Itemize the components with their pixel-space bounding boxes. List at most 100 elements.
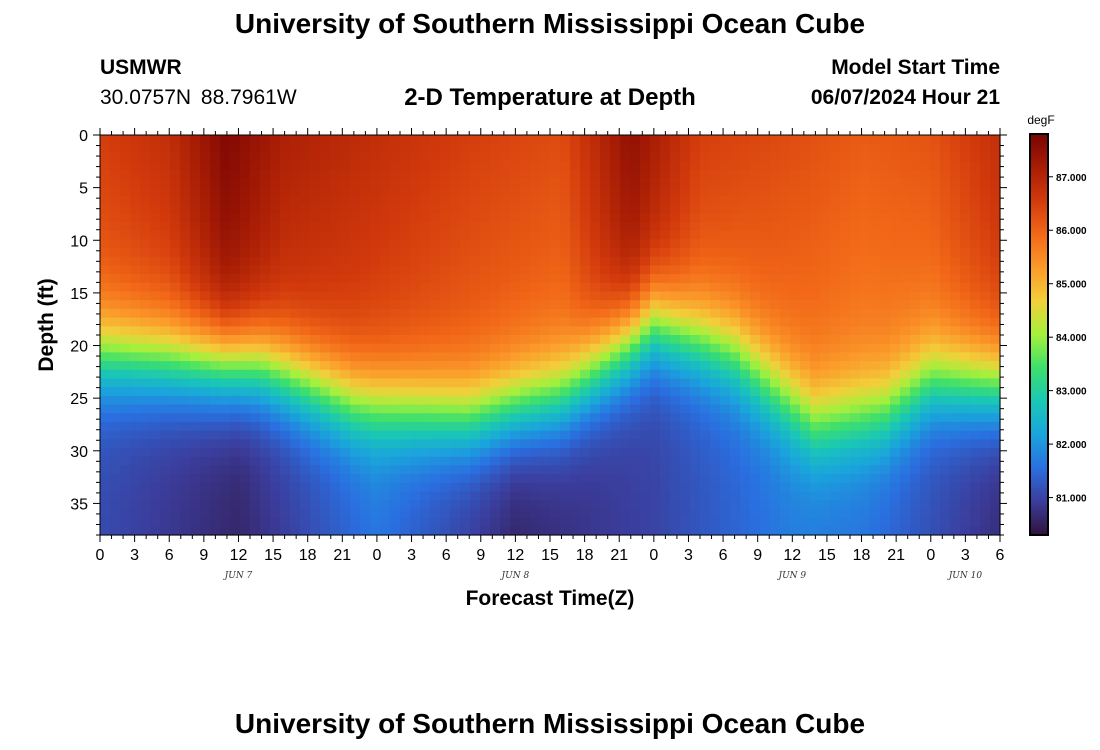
heatmap-cell: [910, 282, 921, 293]
heatmap-cell: [510, 387, 521, 397]
heatmap-cell: [420, 204, 431, 214]
heatmap-cell: [120, 187, 131, 197]
heatmap-cell: [500, 361, 511, 371]
heatmap-cell: [630, 413, 641, 423]
heatmap-cell: [390, 352, 401, 362]
heatmap-cell: [370, 135, 381, 145]
heatmap-cell: [520, 491, 531, 501]
heatmap-cell: [150, 239, 161, 249]
heatmap-cell: [530, 169, 541, 180]
heatmap-cell: [280, 395, 291, 406]
heatmap-cell: [260, 439, 271, 449]
heatmap-cell: [830, 213, 841, 223]
heatmap-cell: [300, 413, 311, 423]
heatmap-cell: [500, 135, 511, 145]
heatmap-cell: [750, 221, 761, 232]
heatmap-cell: [450, 248, 461, 258]
heatmap-cell: [580, 308, 591, 319]
heatmap-cell: [220, 204, 231, 214]
heatmap-cell: [800, 352, 811, 362]
heatmap-cell: [980, 152, 991, 162]
heatmap-cell: [610, 448, 621, 458]
heatmap-cell: [530, 526, 541, 536]
heatmap-cell: [270, 369, 281, 380]
heatmap-cell: [500, 404, 511, 414]
heatmap-cell: [100, 448, 111, 458]
heatmap-cell: [520, 378, 531, 388]
heatmap-cell: [810, 204, 821, 214]
heatmap-cell: [600, 187, 611, 197]
heatmap-cell: [980, 387, 991, 397]
heatmap-cell: [900, 395, 911, 406]
heatmap-cell: [600, 404, 611, 414]
heatmap-cell: [500, 395, 511, 406]
heatmap-cell: [620, 361, 631, 371]
heatmap-cell: [210, 395, 221, 406]
heatmap-cell: [270, 335, 281, 345]
heatmap-cell: [710, 343, 721, 353]
heatmap-cell: [590, 361, 601, 371]
heatmap-cell: [220, 135, 231, 145]
heatmap-cell: [770, 439, 781, 449]
heatmap-cell: [990, 413, 1001, 423]
heatmap-cell: [670, 421, 681, 432]
heatmap-cell: [340, 395, 351, 406]
heatmap-cell: [100, 474, 111, 484]
heatmap-cell: [210, 256, 221, 267]
heatmap-cell: [560, 282, 571, 293]
heatmap-cell: [140, 204, 151, 214]
heatmap-cell: [130, 482, 141, 493]
heatmap-cell: [260, 213, 271, 223]
heatmap-cell: [480, 265, 491, 275]
heatmap-cell: [500, 456, 511, 467]
heatmap-cell: [710, 491, 721, 501]
heatmap-cell: [760, 300, 771, 310]
heatmap-cell: [780, 465, 791, 475]
heatmap-cell: [260, 282, 271, 293]
heatmap-cell: [950, 135, 961, 145]
heatmap-cell: [380, 178, 391, 188]
heatmap-cell: [440, 352, 451, 362]
heatmap-cell: [410, 343, 421, 353]
heatmap-cell: [680, 456, 691, 467]
heatmap-cell: [660, 265, 671, 275]
heatmap-cell: [400, 482, 411, 493]
heatmap-cell: [180, 152, 191, 162]
heatmap-cell: [720, 395, 731, 406]
heatmap-cell: [270, 317, 281, 327]
heatmap-cell: [150, 482, 161, 493]
heatmap-cell: [610, 317, 621, 327]
heatmap-cell: [510, 482, 521, 493]
heatmap-cell: [460, 230, 471, 240]
heatmap-cell: [740, 508, 751, 519]
x-tick-label: 9: [476, 547, 485, 564]
heatmap-cell: [620, 404, 631, 414]
heatmap-cell: [400, 517, 411, 527]
heatmap-cell: [730, 421, 741, 432]
heatmap-cell: [420, 517, 431, 527]
heatmap-cell: [450, 491, 461, 501]
heatmap-cell: [920, 169, 931, 180]
heatmap-cell: [440, 335, 451, 345]
heatmap-cell: [400, 204, 411, 214]
heatmap-cell: [370, 517, 381, 527]
heatmap-cell: [620, 274, 631, 284]
heatmap-cell: [530, 361, 541, 371]
heatmap-cell: [400, 361, 411, 371]
heatmap-cell: [800, 395, 811, 406]
heatmap-cell: [260, 526, 271, 536]
heatmap-cell: [150, 474, 161, 484]
heatmap-cell: [530, 265, 541, 275]
heatmap-cell: [340, 482, 351, 493]
heatmap-cell: [350, 352, 361, 362]
heatmap-cell: [410, 291, 421, 301]
heatmap-cell: [640, 300, 651, 310]
heatmap-cell: [440, 474, 451, 484]
heatmap-cell: [840, 248, 851, 258]
heatmap-cell: [800, 335, 811, 345]
heatmap-cell: [450, 387, 461, 397]
heatmap-cell: [700, 508, 711, 519]
heatmap-cell: [870, 369, 881, 380]
heatmap-cell: [930, 291, 941, 301]
heatmap-cell: [890, 526, 901, 536]
